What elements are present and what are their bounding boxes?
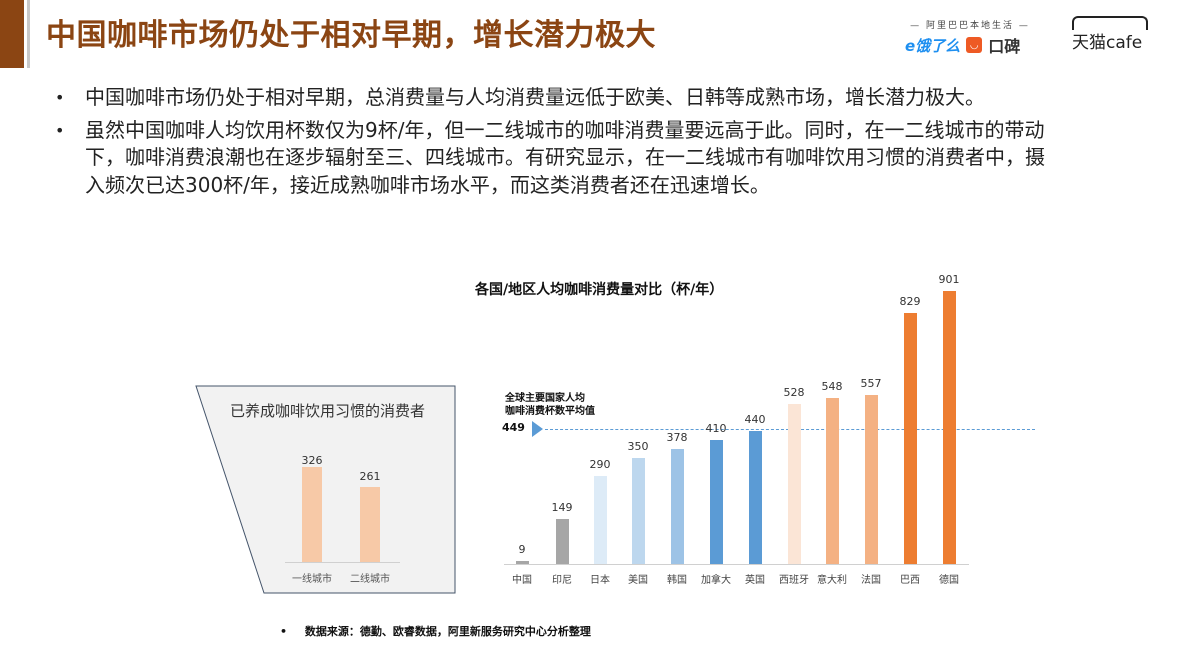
x-axis-category-label: 西班牙 bbox=[779, 575, 809, 586]
chart-title: 各国/地区人均咖啡消费量对比（杯/年） bbox=[475, 282, 724, 298]
title-accent-bar bbox=[0, 0, 24, 68]
koubei-logo: 口碑 bbox=[988, 37, 1021, 56]
bullet-dot-icon: • bbox=[280, 625, 288, 638]
bar-value-label: 378 bbox=[666, 431, 688, 445]
bar-5 bbox=[709, 439, 723, 564]
bar-value-label: 350 bbox=[627, 439, 649, 453]
bullet-text: 虽然中国咖啡人均饮用杯数仅为9杯/年，但一二线城市的咖啡消费量要远高于此。同时，… bbox=[85, 117, 1045, 197]
bullet-item: • 中国咖啡市场仍处于相对早期，总消费量与人均消费量远低于欧美、日韩等成熟市场，… bbox=[55, 84, 1045, 112]
bar-4 bbox=[670, 449, 684, 564]
data-source-note: • 数据来源：德勤、欧睿数据，阿里新服务研究中心分析整理 bbox=[280, 623, 591, 639]
bar-value-label: 557 bbox=[860, 377, 882, 391]
side-bar-label: 一线城市 bbox=[292, 574, 332, 585]
side-bar-value: 326 bbox=[301, 454, 323, 467]
habitual-consumers-panel bbox=[195, 385, 456, 595]
side-chart-axis bbox=[285, 562, 400, 563]
average-label-line: 全球主要国家人均 bbox=[505, 393, 585, 404]
bar-value-label: 149 bbox=[551, 500, 573, 514]
bar-9 bbox=[864, 395, 878, 564]
x-axis-category-label: 法国 bbox=[861, 575, 881, 586]
bar-value-label: 410 bbox=[705, 421, 727, 435]
bar-1 bbox=[555, 518, 569, 564]
bar-value-label: 440 bbox=[744, 412, 766, 426]
x-axis-category-label: 韩国 bbox=[667, 575, 687, 586]
bar-value-label: 528 bbox=[783, 386, 805, 400]
x-axis-category-label: 加拿大 bbox=[701, 575, 731, 586]
data-source-text: 数据来源：德勤、欧睿数据，阿里新服务研究中心分析整理 bbox=[304, 625, 591, 638]
bar-value-label: 829 bbox=[899, 294, 921, 308]
x-axis-category-label: 日本 bbox=[590, 575, 610, 586]
average-label-line: 咖啡消费杯数平均值 bbox=[505, 406, 595, 417]
eleme-logo: e饿了么 bbox=[905, 36, 961, 55]
x-axis-category-label: 印尼 bbox=[552, 575, 572, 586]
panel-trapezoid-shape bbox=[195, 385, 456, 594]
title-accent-divider bbox=[27, 0, 30, 68]
bullet-list: • 中国咖啡市场仍处于相对早期，总消费量与人均消费量远低于欧美、日韩等成熟市场，… bbox=[55, 84, 1045, 204]
average-marker-triangle-icon bbox=[532, 421, 543, 437]
side-chart-title: 已养成咖啡饮用习惯的消费者 bbox=[230, 402, 426, 420]
bar-value-label: 290 bbox=[589, 458, 611, 472]
side-bar-value: 261 bbox=[359, 470, 381, 483]
page-title: 中国咖啡市场仍处于相对早期，增长潜力极大 bbox=[46, 18, 656, 53]
tmall-cat-ears-icon bbox=[1072, 16, 1148, 30]
average-line-label: 全球主要国家人均 咖啡消费杯数平均值 bbox=[505, 392, 595, 418]
x-axis-category-label: 英国 bbox=[745, 575, 765, 586]
bar-0 bbox=[515, 561, 529, 564]
alibaba-local-subtitle: — 阿里巴巴本地生活 — bbox=[910, 21, 1030, 31]
bar-6 bbox=[748, 430, 762, 564]
side-bar-label: 二线城市 bbox=[350, 574, 390, 585]
alibaba-local-logo: — 阿里巴巴本地生活 — e饿了么 ◡ 口碑 bbox=[905, 18, 1035, 57]
side-bar-tier1 bbox=[302, 467, 322, 562]
bar-value-label: 9 bbox=[518, 543, 526, 557]
x-axis-category-label: 德国 bbox=[939, 575, 959, 586]
bar-value-label: 548 bbox=[821, 379, 843, 393]
x-axis-category-label: 意大利 bbox=[817, 575, 847, 586]
bar-11 bbox=[942, 290, 956, 564]
x-axis-category-label: 巴西 bbox=[900, 575, 920, 586]
bar-value-label: 901 bbox=[938, 272, 960, 286]
tmall-cafe-logo: 天猫cafe bbox=[1070, 16, 1154, 56]
bar-2 bbox=[593, 476, 607, 564]
x-axis-category-label: 美国 bbox=[628, 575, 648, 586]
side-bar-tier2 bbox=[360, 487, 380, 562]
bullet-text: 中国咖啡市场仍处于相对早期，总消费量与人均消费量远低于欧美、日韩等成熟市场，增长… bbox=[85, 85, 985, 109]
x-axis-category-label: 中国 bbox=[512, 575, 532, 586]
average-value: 449 bbox=[502, 421, 525, 434]
bar-8 bbox=[825, 397, 839, 564]
bullet-item: • 虽然中国咖啡人均饮用杯数仅为9杯/年，但一二线城市的咖啡消费量要远高于此。同… bbox=[55, 117, 1045, 200]
bar-7 bbox=[787, 404, 801, 564]
bar-10 bbox=[903, 312, 917, 564]
x-axis bbox=[504, 564, 969, 565]
koubei-smile-icon: ◡ bbox=[966, 37, 983, 53]
tmall-cafe-text: 天猫cafe bbox=[1072, 33, 1143, 53]
bullet-dot-icon: • bbox=[55, 88, 65, 107]
bar-3 bbox=[631, 457, 645, 564]
bullet-dot-icon: • bbox=[55, 120, 65, 140]
